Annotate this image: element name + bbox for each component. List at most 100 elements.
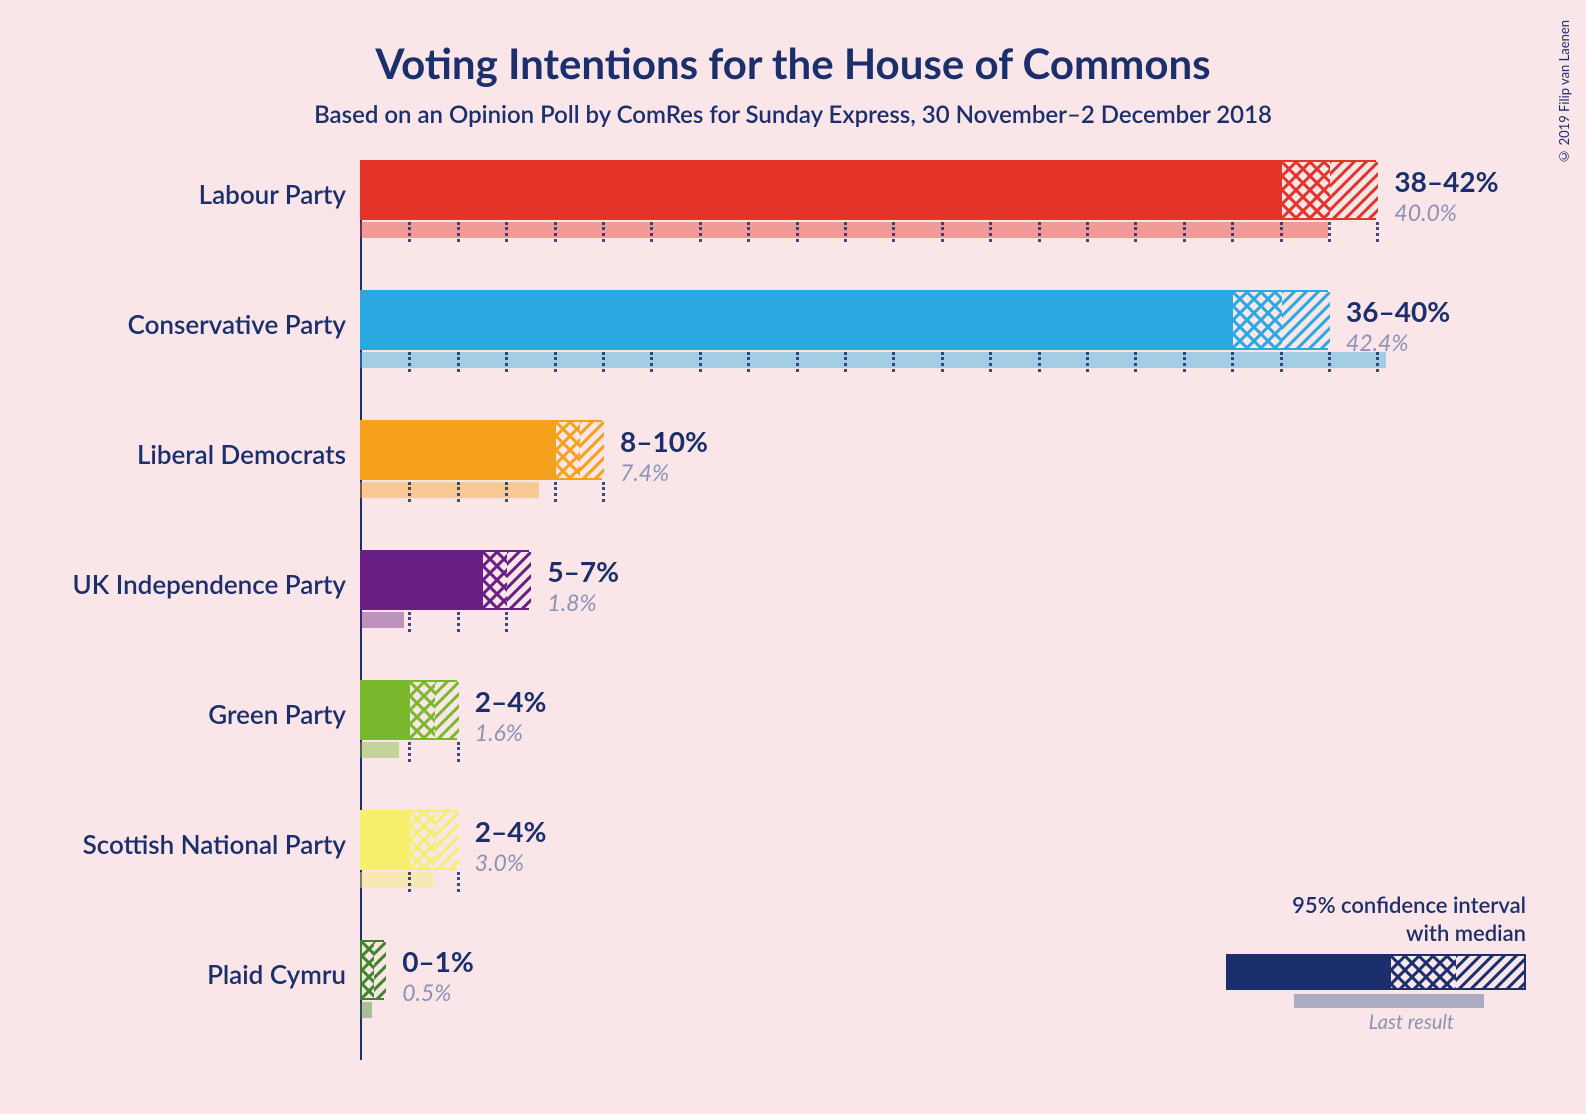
legend-last-label: Last result: [1206, 1010, 1454, 1034]
grid-dot-line: [699, 222, 702, 242]
range-value: 36–40%: [1346, 294, 1450, 328]
grid-dot-line: [747, 222, 750, 242]
last-value: 42.4%: [1346, 328, 1409, 356]
ci-bar: [360, 550, 529, 610]
party-label: Labour Party: [199, 178, 346, 210]
last-result-bar: [360, 612, 404, 628]
grid-dot-line: [408, 482, 411, 502]
grid-dot-line: [457, 872, 460, 892]
grid-dot-line: [796, 352, 799, 372]
party-row: UK Independence Party 5–7%1.8%: [0, 540, 1586, 670]
grid-dot-line: [505, 352, 508, 372]
bar-area: 38–42%40.0%: [360, 150, 1460, 280]
grid-dot-line: [1038, 352, 1041, 372]
legend-last-bar: [1294, 994, 1484, 1008]
grid-dot-line: [892, 222, 895, 242]
grid-dot-line: [408, 352, 411, 372]
party-row: Liberal Democrats 8–10%7.4%: [0, 410, 1586, 540]
grid-dot-line: [602, 352, 605, 372]
grid-dot-line: [650, 352, 653, 372]
grid-dot-line: [1038, 222, 1041, 242]
grid-dot-line: [650, 222, 653, 242]
grid-dot-line: [1086, 352, 1089, 372]
grid-dot-line: [457, 222, 460, 242]
bar-area: 36–40%42.4%: [360, 280, 1460, 410]
last-result-bar: [360, 1002, 372, 1018]
ci-bar: [360, 290, 1328, 350]
last-value: 0.5%: [402, 978, 451, 1006]
grid-dot-line: [602, 222, 605, 242]
grid-dot-line: [457, 482, 460, 502]
ci-bar: [360, 420, 602, 480]
party-label: Liberal Democrats: [137, 438, 346, 470]
chart-subtitle: Based on an Opinion Poll by ComRes for S…: [0, 88, 1586, 129]
grid-dot-line: [796, 222, 799, 242]
party-label: Conservative Party: [128, 308, 346, 340]
party-label: Plaid Cymru: [207, 958, 346, 990]
grid-dot-line: [408, 612, 411, 632]
last-value: 3.0%: [475, 848, 524, 876]
grid-dot-line: [602, 482, 605, 502]
grid-dot-line: [844, 352, 847, 372]
party-label: Scottish National Party: [83, 828, 346, 860]
copyright-text: © 2019 Filip van Laenen: [1556, 20, 1572, 165]
party-row: Labour Party 38–42%40.0%: [0, 150, 1586, 280]
grid-dot-line: [1086, 222, 1089, 242]
range-value: 2–4%: [475, 684, 547, 718]
range-value: 38–42%: [1394, 164, 1498, 198]
grid-dot-line: [747, 352, 750, 372]
grid-dot-line: [1134, 222, 1137, 242]
bar-area: 5–7%1.8%: [360, 540, 1460, 670]
grid-dot-line: [1231, 352, 1234, 372]
legend: 95% confidence intervalwith median Last …: [1206, 891, 1526, 1034]
last-value: 40.0%: [1394, 198, 1457, 226]
grid-dot-line: [989, 222, 992, 242]
grid-dot-line: [457, 742, 460, 762]
grid-dot-line: [699, 352, 702, 372]
ci-bar: [360, 940, 384, 1000]
grid-dot-line: [989, 352, 992, 372]
range-value: 5–7%: [547, 554, 619, 588]
party-row: Green Party 2–4%1.6%: [0, 670, 1586, 800]
chart-title: Voting Intentions for the House of Commo…: [0, 0, 1586, 88]
party-row: Conservative Party 36–40%42.4%: [0, 280, 1586, 410]
grid-dot-line: [1328, 352, 1331, 372]
grid-dot-line: [408, 872, 411, 892]
grid-dot-line: [1328, 222, 1331, 242]
range-value: 8–10%: [620, 424, 708, 458]
grid-dot-line: [1280, 352, 1283, 372]
legend-ci-bar: [1226, 954, 1526, 990]
grid-dot-line: [505, 612, 508, 632]
grid-dot-line: [457, 352, 460, 372]
grid-dot-line: [457, 612, 460, 632]
last-value: 7.4%: [620, 458, 669, 486]
grid-dot-line: [892, 352, 895, 372]
grid-dot-line: [844, 222, 847, 242]
legend-ci-label: 95% confidence intervalwith median: [1206, 891, 1526, 946]
ci-bar: [360, 160, 1376, 220]
grid-dot-line: [505, 222, 508, 242]
grid-dot-line: [554, 352, 557, 372]
grid-dot-line: [1183, 352, 1186, 372]
ci-bar: [360, 810, 457, 870]
range-value: 2–4%: [475, 814, 547, 848]
last-value: 1.6%: [475, 718, 523, 746]
bar-area: 8–10%7.4%: [360, 410, 1460, 540]
last-result-bar: [360, 872, 433, 888]
grid-dot-line: [505, 482, 508, 502]
grid-dot-line: [1376, 222, 1379, 242]
grid-dot-line: [408, 742, 411, 762]
bar-area: 2–4%1.6%: [360, 670, 1460, 800]
party-label: Green Party: [208, 698, 346, 730]
last-result-bar: [360, 742, 399, 758]
grid-dot-line: [408, 222, 411, 242]
grid-dot-line: [554, 482, 557, 502]
party-label: UK Independence Party: [73, 568, 346, 600]
ci-bar: [360, 680, 457, 740]
grid-dot-line: [941, 222, 944, 242]
range-value: 0–1%: [402, 944, 474, 978]
grid-dot-line: [554, 222, 557, 242]
last-value: 1.8%: [547, 588, 596, 616]
grid-dot-line: [1280, 222, 1283, 242]
grid-dot-line: [1231, 222, 1234, 242]
